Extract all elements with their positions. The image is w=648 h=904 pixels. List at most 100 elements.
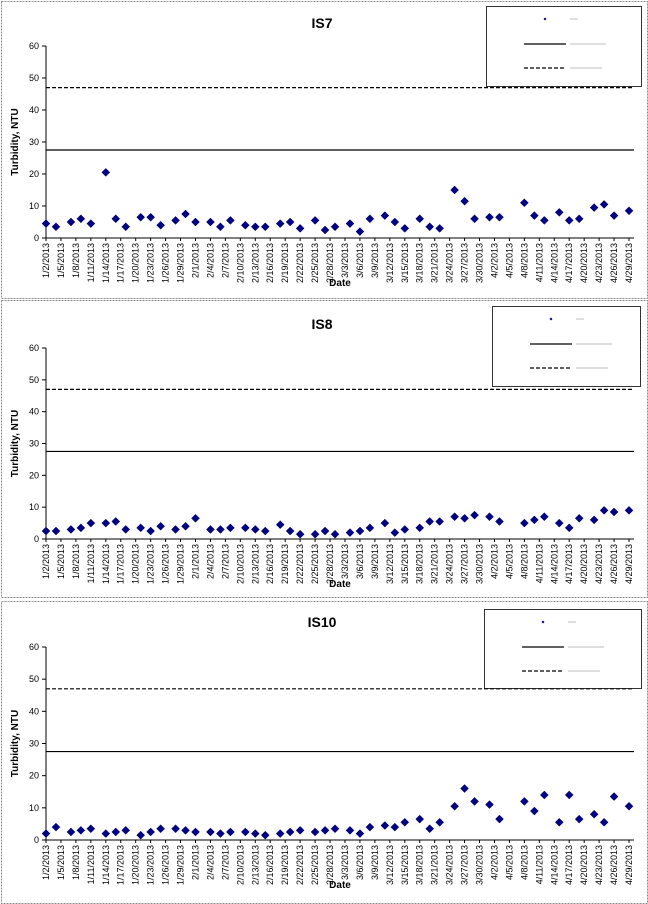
x-tick-label: 3/21/2013	[430, 544, 440, 584]
data-point	[589, 809, 599, 819]
x-tick-label: 3/15/2013	[400, 544, 410, 584]
data-point	[250, 222, 260, 232]
data-point	[181, 209, 190, 219]
x-tick-label: 1/2/2013	[41, 845, 51, 880]
x-tick-label: 2/19/2013	[280, 544, 290, 584]
y-tick-label: 20	[29, 771, 39, 781]
data-point	[520, 198, 529, 208]
data-point	[599, 817, 609, 827]
data-point	[485, 512, 494, 522]
data-point	[390, 217, 400, 227]
x-tick-label: 1/20/2013	[131, 243, 141, 283]
x-tick-label: 1/2/2013	[41, 243, 51, 278]
data-point	[226, 216, 235, 225]
x-tick-label: 1/8/2013	[71, 243, 81, 278]
data-point	[156, 824, 165, 834]
x-tick-label: 3/3/2013	[340, 544, 350, 579]
data-point	[624, 206, 634, 216]
x-tick-label: 2/10/2013	[235, 845, 245, 885]
data-point	[206, 525, 215, 534]
data-point	[101, 829, 111, 838]
data-point	[76, 825, 86, 835]
x-tick-label: 4/14/2013	[549, 845, 559, 885]
x-tick-label: 1/8/2013	[71, 544, 81, 579]
data-point	[285, 827, 295, 837]
x-tick-label: 3/30/2013	[475, 544, 485, 584]
x-axis-title: Date	[329, 278, 351, 289]
x-tick-label: 4/11/2013	[534, 243, 544, 282]
data-point	[250, 829, 260, 838]
data-point	[41, 219, 51, 228]
data-point	[470, 214, 479, 224]
y-tick-label: 10	[29, 803, 39, 813]
x-tick-label: 4/2/2013	[489, 845, 499, 880]
data-point	[495, 814, 504, 824]
x-tick-label: 2/1/2013	[190, 544, 200, 579]
y-tick-label: 60	[29, 642, 39, 652]
x-tick-label: 4/26/2013	[609, 845, 619, 885]
x-tick-label: 2/28/2013	[325, 845, 335, 885]
x-tick-label: 4/17/2013	[564, 243, 574, 283]
data-point	[485, 800, 494, 809]
chart-title: IS10	[308, 614, 337, 630]
legend-marker	[541, 620, 545, 624]
data-point	[529, 806, 539, 816]
data-point	[41, 526, 51, 536]
x-tick-label: 4/8/2013	[519, 544, 529, 579]
x-tick-label: 1/11/2013	[86, 243, 96, 282]
x-tick-label: 1/29/2013	[176, 845, 186, 885]
legend-box	[492, 306, 641, 387]
x-tick-label: 3/27/2013	[460, 845, 470, 885]
y-tick-label: 50	[29, 674, 39, 684]
data-point	[495, 517, 504, 526]
x-tick-label: 4/5/2013	[504, 243, 514, 278]
x-tick-label: 3/15/2013	[400, 845, 410, 885]
chart-panel-2: IS8 0 10 20 30 40 50 60 Turbidity, NTU 1/2/2013 1/…	[1, 300, 648, 598]
y-tick-label: 30	[29, 439, 39, 449]
data-point	[345, 528, 355, 537]
data-point	[564, 790, 574, 800]
x-tick-label: 1/17/2013	[116, 243, 126, 283]
data-point	[624, 505, 634, 515]
data-point	[415, 214, 425, 224]
y-tick-label: 30	[29, 137, 39, 147]
x-tick-label: 3/9/2013	[370, 845, 380, 880]
data-point	[181, 521, 190, 531]
x-tick-label: 2/7/2013	[220, 243, 230, 278]
data-point	[365, 214, 375, 224]
x-tick-label: 2/16/2013	[265, 243, 275, 283]
x-tick-label: 3/6/2013	[355, 544, 365, 579]
x-tick-label: 3/21/2013	[430, 243, 440, 283]
x-tick-label: 3/18/2013	[415, 845, 425, 885]
x-tick-label: 1/23/2013	[146, 544, 156, 584]
x-tick-label: 4/29/2013	[624, 243, 634, 283]
x-tick-label: 2/4/2013	[205, 544, 215, 579]
x-tick-label: 1/8/2013	[71, 845, 81, 880]
data-point	[400, 224, 410, 233]
data-point	[310, 216, 320, 225]
data-point	[171, 525, 180, 534]
data-point	[470, 510, 479, 520]
data-point	[216, 829, 225, 838]
data-point	[191, 513, 200, 523]
x-tick-label: 4/17/2013	[564, 544, 574, 584]
x-tick-label: 1/5/2013	[56, 243, 66, 278]
x-tick-label: 3/21/2013	[430, 845, 440, 885]
x-tick-label: 3/30/2013	[475, 845, 485, 885]
x-tick-label: 1/11/2013	[86, 544, 96, 583]
data-point	[400, 817, 410, 827]
data-point	[609, 507, 619, 517]
y-axis-title: Turbidity, NTU	[10, 108, 21, 175]
data-point	[310, 827, 320, 837]
x-tick-label: 2/16/2013	[265, 544, 275, 584]
data-point	[435, 224, 445, 233]
x-tick-label: 2/16/2013	[265, 845, 275, 885]
x-tick-label: 3/9/2013	[370, 544, 380, 579]
data-point	[295, 529, 305, 539]
data-point	[435, 817, 445, 827]
data-point	[275, 219, 285, 228]
x-tick-label: 1/2/2013	[41, 544, 51, 579]
y-tick-label: 40	[29, 105, 39, 115]
x-tick-label: 2/19/2013	[280, 243, 290, 283]
data-point	[460, 513, 469, 523]
